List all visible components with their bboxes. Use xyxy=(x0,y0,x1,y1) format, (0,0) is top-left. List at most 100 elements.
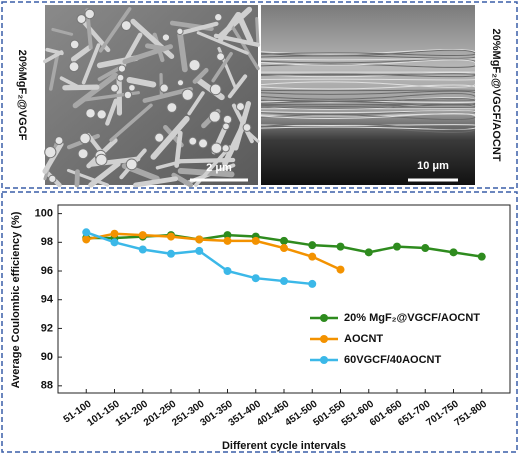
point xyxy=(336,242,345,251)
layer xyxy=(260,124,476,126)
particle xyxy=(236,102,245,112)
particle xyxy=(116,73,125,82)
fiber xyxy=(74,169,80,188)
image-label: 20%MgF₂@VGCF/AOCNT xyxy=(490,29,502,162)
image-panel-border xyxy=(1,1,518,189)
layer xyxy=(260,55,476,59)
fiber xyxy=(177,157,236,164)
fiber xyxy=(133,176,179,188)
point xyxy=(449,248,458,257)
layer xyxy=(260,49,476,57)
point xyxy=(138,245,147,254)
fiber xyxy=(70,45,92,62)
point xyxy=(82,228,91,237)
particle xyxy=(154,132,165,143)
particle xyxy=(95,153,108,166)
point xyxy=(167,232,175,241)
layer xyxy=(260,110,476,114)
point xyxy=(223,236,232,245)
particle xyxy=(166,102,178,113)
particle xyxy=(54,136,64,146)
particle xyxy=(176,79,185,87)
fiber xyxy=(174,130,183,168)
particle xyxy=(209,83,222,96)
point xyxy=(364,248,373,257)
particle xyxy=(48,174,57,183)
fiber xyxy=(213,33,261,47)
point xyxy=(110,229,119,238)
point xyxy=(280,277,288,286)
particle xyxy=(188,136,198,146)
particle xyxy=(210,142,223,155)
y-tick-label: 98 xyxy=(41,236,53,248)
particle xyxy=(68,61,80,73)
image-label: 20%MgF₂@VGCF xyxy=(16,50,28,141)
sem-image xyxy=(42,5,261,188)
fiber xyxy=(180,21,219,35)
y-tick-label: 96 xyxy=(41,265,53,277)
particle xyxy=(76,14,87,24)
point xyxy=(251,274,260,283)
x-tick-label: 751-800 xyxy=(453,398,490,428)
fiber xyxy=(72,72,119,109)
point xyxy=(308,241,317,250)
fiber xyxy=(98,7,132,53)
particle xyxy=(120,20,132,31)
fiber xyxy=(42,141,64,174)
layer xyxy=(260,103,476,106)
series-line xyxy=(86,232,342,271)
y-tick-label: 100 xyxy=(35,208,53,220)
particle xyxy=(214,13,223,22)
layer xyxy=(260,90,476,95)
fiber xyxy=(211,51,233,83)
particle xyxy=(96,109,107,120)
particle xyxy=(222,114,233,125)
layer xyxy=(260,104,476,109)
fiber xyxy=(88,161,121,188)
sem-image xyxy=(260,5,476,185)
point xyxy=(308,279,317,288)
fiber xyxy=(150,115,190,160)
layer xyxy=(260,73,476,78)
particle xyxy=(84,8,95,20)
y-tick-label: 94 xyxy=(41,294,54,306)
layer xyxy=(260,97,476,102)
particle xyxy=(242,123,252,132)
fiber xyxy=(255,17,260,47)
fiber xyxy=(176,28,188,73)
layer xyxy=(260,126,476,130)
layer xyxy=(260,93,476,100)
legend-label: 60VGCF/40AOCNT xyxy=(344,354,441,366)
fiber xyxy=(66,168,110,187)
fiber xyxy=(196,31,249,55)
particle xyxy=(159,83,169,93)
fiber xyxy=(245,129,260,143)
particle xyxy=(123,90,133,100)
layer xyxy=(260,81,476,88)
particle xyxy=(85,108,96,119)
point xyxy=(393,242,401,251)
layer xyxy=(260,78,476,81)
point xyxy=(251,236,260,245)
fiber xyxy=(230,24,260,71)
scale-bar-label: 2 μm xyxy=(206,162,232,174)
particle xyxy=(161,33,171,42)
point xyxy=(195,246,204,255)
point xyxy=(280,236,288,245)
particle xyxy=(69,39,80,50)
point xyxy=(223,231,232,240)
particle xyxy=(216,52,225,62)
fiber xyxy=(227,74,248,99)
layer xyxy=(260,113,476,119)
layer xyxy=(260,123,476,130)
legend-marker xyxy=(320,314,328,322)
legend-marker xyxy=(320,356,328,364)
fiber xyxy=(187,91,205,116)
fiber xyxy=(43,50,64,64)
particle xyxy=(44,145,57,159)
particle xyxy=(128,83,136,92)
point xyxy=(421,244,430,253)
fiber xyxy=(105,98,119,126)
point xyxy=(167,249,175,258)
